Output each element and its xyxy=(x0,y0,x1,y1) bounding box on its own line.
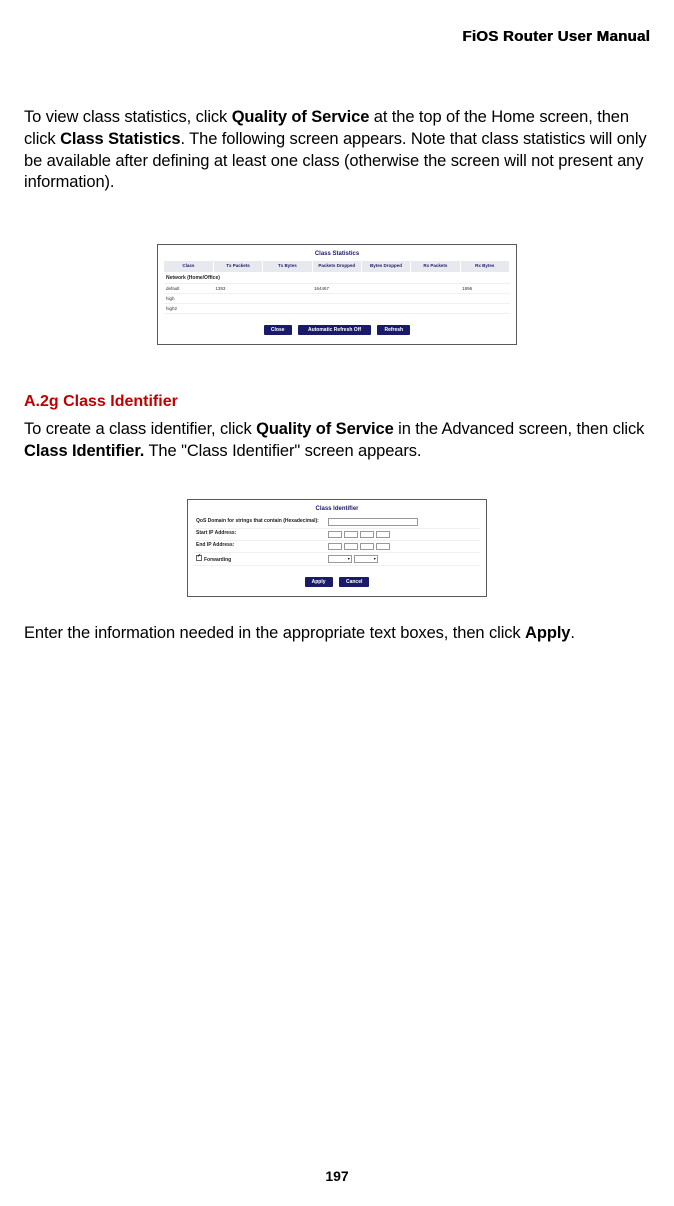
cell: 1393 xyxy=(213,284,262,294)
class-statistics-panel: Class Statistics Class Tx Packets Tx Byt… xyxy=(157,244,517,345)
col-header: Bytes Dropped xyxy=(361,261,410,272)
col-header: Class xyxy=(164,261,213,272)
form-row: QoS Domain for strings that contain (Hex… xyxy=(194,516,480,529)
text: Enter the information needed in the appr… xyxy=(24,624,525,642)
cell xyxy=(263,284,312,294)
text: To create a class identifier, click xyxy=(24,420,256,438)
form-row: Forwarding ▾ ▾ xyxy=(194,553,480,567)
apply-button[interactable]: Apply xyxy=(305,577,333,587)
qos-link-text: Quality of Service xyxy=(232,108,370,126)
cell xyxy=(361,284,410,294)
text: To view class statistics, click xyxy=(24,108,232,126)
table-subheader: Network (Home/Office) xyxy=(164,272,510,284)
cell: 1896 xyxy=(460,284,509,294)
figure-class-identifier: Class Identifier QoS Domain for strings … xyxy=(24,499,650,598)
table-row: high2 xyxy=(164,304,510,314)
hex-input[interactable] xyxy=(328,518,418,526)
cell: high xyxy=(164,294,213,304)
cancel-button[interactable]: Cancel xyxy=(339,577,369,587)
forwarding-checkbox-label: Forwarding xyxy=(196,555,326,564)
section-heading: A.2g Class Identifier xyxy=(24,393,650,411)
apply-text: Apply xyxy=(525,624,570,642)
cell xyxy=(411,284,460,294)
button-row: Close Automatic Refresh Off Refresh xyxy=(164,318,510,336)
text: in the Advanced screen, then click xyxy=(394,420,645,438)
intro-paragraph-2: To create a class identifier, click Qual… xyxy=(24,419,650,463)
class-identifier-panel: Class Identifier QoS Domain for strings … xyxy=(187,499,487,598)
text: . xyxy=(570,624,574,642)
field-label: Start IP Address: xyxy=(196,531,326,537)
close-button[interactable]: Close xyxy=(264,325,292,335)
button-row: Apply Cancel xyxy=(194,570,480,588)
qos-link-text: Quality of Service xyxy=(256,420,394,438)
auto-refresh-button[interactable]: Automatic Refresh Off xyxy=(298,325,371,335)
panel-title: Class Statistics xyxy=(164,251,510,257)
table-row: default 1393 164467 1896 xyxy=(164,284,510,294)
refresh-button[interactable]: Refresh xyxy=(377,325,410,335)
panel-title: Class Identifier xyxy=(194,506,480,512)
col-header: Packets Dropped xyxy=(312,261,361,272)
col-header: Tx Bytes xyxy=(263,261,312,272)
col-header: Tx Packets xyxy=(213,261,262,272)
class-statistics-table: Class Tx Packets Tx Bytes Packets Droppe… xyxy=(164,261,510,314)
cell: default xyxy=(164,284,213,294)
table-row: high xyxy=(164,294,510,304)
class-statistics-text: Class Statistics xyxy=(60,130,180,148)
text: Forwarding xyxy=(204,557,231,563)
cell: 164467 xyxy=(312,284,361,294)
text: The "Class Identifier" screen appears. xyxy=(144,442,421,460)
form-row: Start IP Address: xyxy=(194,529,480,541)
col-header: Rx Bytes xyxy=(460,261,509,272)
forwarding-select-2[interactable]: ▾ xyxy=(354,555,378,563)
start-ip-input[interactable] xyxy=(328,531,478,538)
end-ip-input[interactable] xyxy=(328,543,478,550)
col-header: Rx Packets xyxy=(411,261,460,272)
figure-class-statistics: Class Statistics Class Tx Packets Tx Byt… xyxy=(24,244,650,345)
intro-paragraph-1: To view class statistics, click Quality … xyxy=(24,107,650,194)
page-number: 197 xyxy=(0,1168,674,1184)
class-identifier-text: Class Identifier. xyxy=(24,442,144,460)
page-header: FiOS Router User Manual xyxy=(24,28,650,45)
forwarding-select-1[interactable]: ▾ xyxy=(328,555,352,563)
forwarding-checkbox[interactable] xyxy=(196,555,202,561)
form-row: End IP Address: xyxy=(194,541,480,553)
closing-paragraph: Enter the information needed in the appr… xyxy=(24,623,650,645)
field-label: QoS Domain for strings that contain (Hex… xyxy=(196,519,326,525)
field-label: End IP Address: xyxy=(196,543,326,549)
cell: high2 xyxy=(164,304,213,314)
